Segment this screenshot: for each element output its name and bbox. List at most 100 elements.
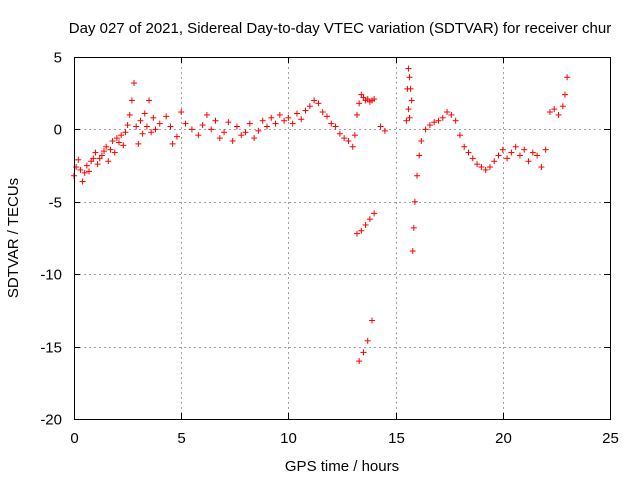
data-point: [482, 166, 489, 173]
data-point: [542, 146, 549, 153]
data-point: [77, 166, 84, 173]
data-point: [146, 97, 153, 104]
data-point: [148, 129, 155, 136]
data-point: [448, 111, 455, 118]
x-tick-label: 5: [177, 430, 185, 447]
data-point: [414, 172, 421, 179]
data-point: [276, 111, 283, 118]
chart-title: Day 027 of 2021, Sidereal Day-to-day VTE…: [69, 20, 611, 37]
data-point: [126, 111, 133, 118]
data-point: [135, 140, 142, 147]
data-point: [377, 123, 384, 130]
data-point: [81, 169, 88, 176]
y-tick-label: -15: [40, 340, 62, 357]
data-point: [315, 100, 322, 107]
data-point: [416, 152, 423, 159]
data-point: [351, 132, 358, 139]
data-point: [120, 142, 127, 149]
data-point: [323, 113, 330, 120]
data-point: [83, 162, 90, 169]
data-point: [461, 143, 468, 150]
y-tick-label: -20: [40, 412, 62, 429]
data-point: [208, 126, 215, 133]
data-point: [328, 120, 335, 127]
data-point: [371, 95, 378, 102]
data-point: [559, 103, 566, 110]
data-point: [521, 146, 528, 153]
data-point: [404, 85, 411, 92]
data-point: [302, 107, 309, 114]
data-point: [469, 155, 476, 162]
data-point: [435, 117, 442, 124]
data-point: [113, 135, 120, 142]
data-point: [371, 210, 378, 217]
data-point: [75, 156, 82, 163]
data-point: [555, 111, 562, 118]
data-point: [504, 155, 511, 162]
data-point: [281, 117, 288, 124]
data-point: [546, 109, 553, 116]
data-point: [79, 178, 86, 185]
data-point: [289, 120, 296, 127]
data-point: [499, 146, 506, 153]
data-point: [525, 158, 532, 165]
data-point: [306, 103, 313, 110]
data-point: [225, 119, 232, 126]
data-point: [405, 65, 412, 72]
data-point: [354, 111, 361, 118]
data-point: [444, 109, 451, 116]
data-point: [233, 123, 240, 130]
data-point: [381, 127, 388, 134]
data-point: [122, 129, 129, 136]
data-point: [263, 123, 270, 130]
data-point: [336, 130, 343, 137]
x-tick-label: 25: [602, 430, 619, 447]
y-tick-labels: 5 0 -5 -10 -15 -20: [40, 50, 62, 429]
data-point: [212, 117, 219, 124]
data-point: [90, 155, 97, 162]
data-point: [143, 123, 150, 130]
data-point: [341, 135, 348, 142]
data-point: [345, 137, 352, 144]
data-point: [167, 123, 174, 130]
data-point: [311, 97, 318, 104]
data-point: [354, 230, 361, 237]
data-point: [94, 161, 101, 168]
data-point: [103, 143, 110, 150]
data-point: [405, 106, 412, 113]
data-point: [268, 114, 275, 121]
data-point: [251, 135, 258, 142]
grid-layer: [74, 57, 610, 419]
data-point: [298, 116, 305, 123]
data-point: [366, 216, 373, 223]
data-point: [163, 113, 170, 120]
data-point: [216, 135, 223, 142]
data-point: [169, 140, 176, 147]
data-point: [131, 80, 138, 87]
data-point: [452, 117, 459, 124]
data-point: [411, 198, 418, 205]
data-point: [538, 164, 545, 171]
data-point: [109, 137, 116, 144]
data-point: [356, 358, 363, 365]
x-axis-label: GPS time / hours: [285, 458, 399, 475]
x-tick-label: 15: [388, 430, 405, 447]
x-tick-label: 10: [280, 430, 297, 447]
data-point: [92, 149, 99, 156]
y-tick-label: 5: [54, 50, 62, 67]
data-point: [173, 133, 180, 140]
data-point: [360, 349, 367, 356]
data-point: [406, 114, 413, 121]
data-point: [408, 97, 415, 104]
data-point: [319, 109, 326, 116]
data-point: [124, 122, 131, 129]
data-point: [188, 126, 195, 133]
data-point: [156, 120, 163, 127]
data-point: [362, 221, 369, 228]
data-point: [439, 114, 446, 121]
data-point: [418, 137, 425, 144]
data-point: [152, 126, 159, 133]
y-tick-label: -5: [49, 195, 62, 212]
data-point: [356, 100, 363, 107]
